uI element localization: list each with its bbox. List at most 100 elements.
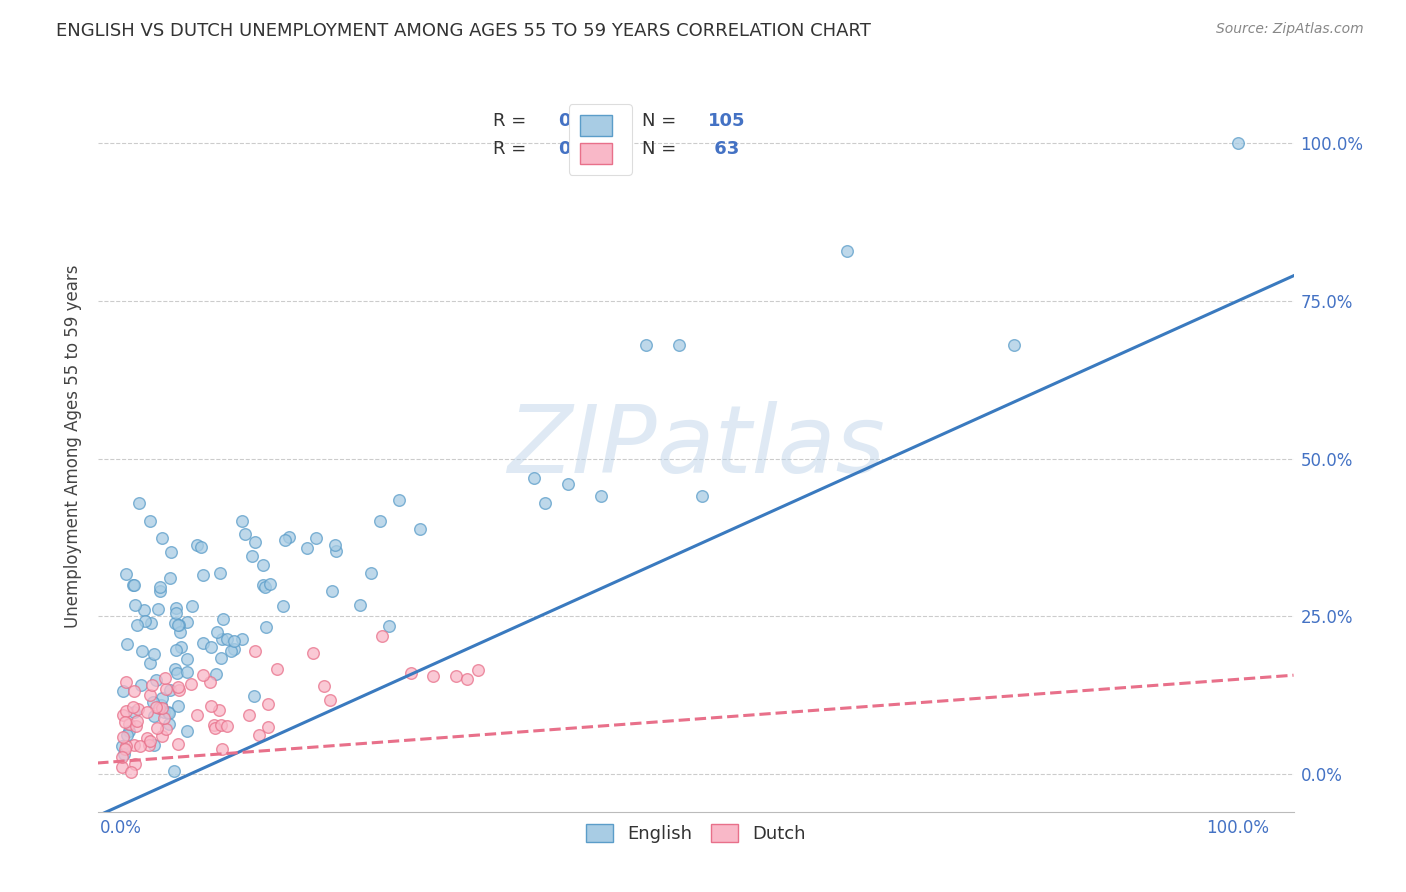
Point (128, 496, 150, 510)
Point (295, 541, 318, 556)
Point (115, 705, 138, 719)
Point (139, 734, 162, 748)
Point (212, 612, 235, 626)
Text: 63: 63 (709, 140, 740, 158)
Point (314, 679, 336, 693)
Point (200, 640, 222, 654)
Point (191, 567, 214, 582)
Point (153, 711, 176, 725)
Point (112, 708, 135, 723)
Point (1002, 338, 1025, 352)
Point (165, 643, 187, 657)
Point (155, 682, 177, 697)
Point (145, 673, 167, 688)
Point (167, 737, 190, 751)
Point (668, 338, 690, 352)
Point (115, 739, 138, 753)
Point (155, 723, 177, 737)
Text: Source: ZipAtlas.com: Source: ZipAtlas.com (1216, 22, 1364, 37)
Point (149, 583, 172, 598)
Point (186, 708, 208, 723)
Point (125, 617, 148, 632)
Point (143, 738, 166, 752)
Point (122, 738, 145, 752)
Point (149, 580, 172, 594)
Point (205, 625, 228, 640)
Legend: English, Dutch: English, Dutch (579, 816, 813, 850)
Point (274, 533, 297, 548)
Point (122, 578, 145, 592)
Point (247, 729, 270, 743)
Point (257, 697, 280, 711)
Point (124, 756, 146, 771)
Point (305, 531, 328, 545)
Point (125, 714, 148, 728)
Point (142, 647, 165, 661)
Point (111, 684, 134, 698)
Point (125, 719, 148, 733)
Point (167, 682, 190, 697)
Point (114, 715, 136, 730)
Point (138, 656, 160, 670)
Point (142, 709, 165, 723)
Point (238, 707, 260, 722)
Point (200, 699, 222, 714)
Point (159, 683, 181, 698)
Point (157, 706, 180, 720)
Point (114, 566, 136, 581)
Point (243, 689, 266, 703)
Point (122, 699, 145, 714)
Point (118, 723, 141, 738)
Point (243, 644, 266, 658)
Point (134, 603, 156, 617)
Point (124, 598, 146, 612)
Point (634, 338, 657, 352)
Point (138, 738, 160, 752)
Point (167, 617, 190, 632)
Point (180, 677, 202, 691)
Point (319, 693, 342, 707)
Point (111, 750, 134, 764)
Point (150, 531, 173, 545)
Point (186, 538, 208, 552)
Point (240, 549, 263, 563)
Point (111, 760, 134, 774)
Point (120, 764, 142, 779)
Point (231, 514, 253, 528)
Point (139, 688, 162, 702)
Point (211, 742, 233, 756)
Point (138, 514, 160, 528)
Point (176, 615, 198, 630)
Point (204, 717, 226, 731)
Text: 0.309: 0.309 (558, 140, 616, 158)
Point (204, 722, 226, 736)
Point (323, 538, 346, 552)
Point (115, 674, 138, 689)
Point (690, 490, 713, 504)
Point (211, 632, 233, 646)
Point (208, 566, 231, 580)
Point (180, 599, 202, 613)
Point (191, 667, 214, 681)
Point (176, 652, 198, 666)
Point (146, 722, 169, 736)
Point (163, 764, 186, 778)
Point (167, 617, 190, 632)
Point (131, 644, 153, 658)
Point (122, 684, 145, 698)
Point (208, 703, 231, 717)
Point (231, 632, 253, 646)
Point (145, 699, 167, 714)
Text: R =: R = (494, 140, 531, 158)
Point (377, 619, 399, 633)
Point (159, 571, 181, 585)
Point (148, 602, 170, 616)
Point (111, 739, 134, 753)
Point (112, 730, 135, 744)
Point (129, 678, 152, 692)
Point (252, 578, 274, 592)
Point (114, 747, 136, 761)
Point (165, 600, 187, 615)
Point (134, 614, 156, 628)
Point (360, 566, 382, 580)
